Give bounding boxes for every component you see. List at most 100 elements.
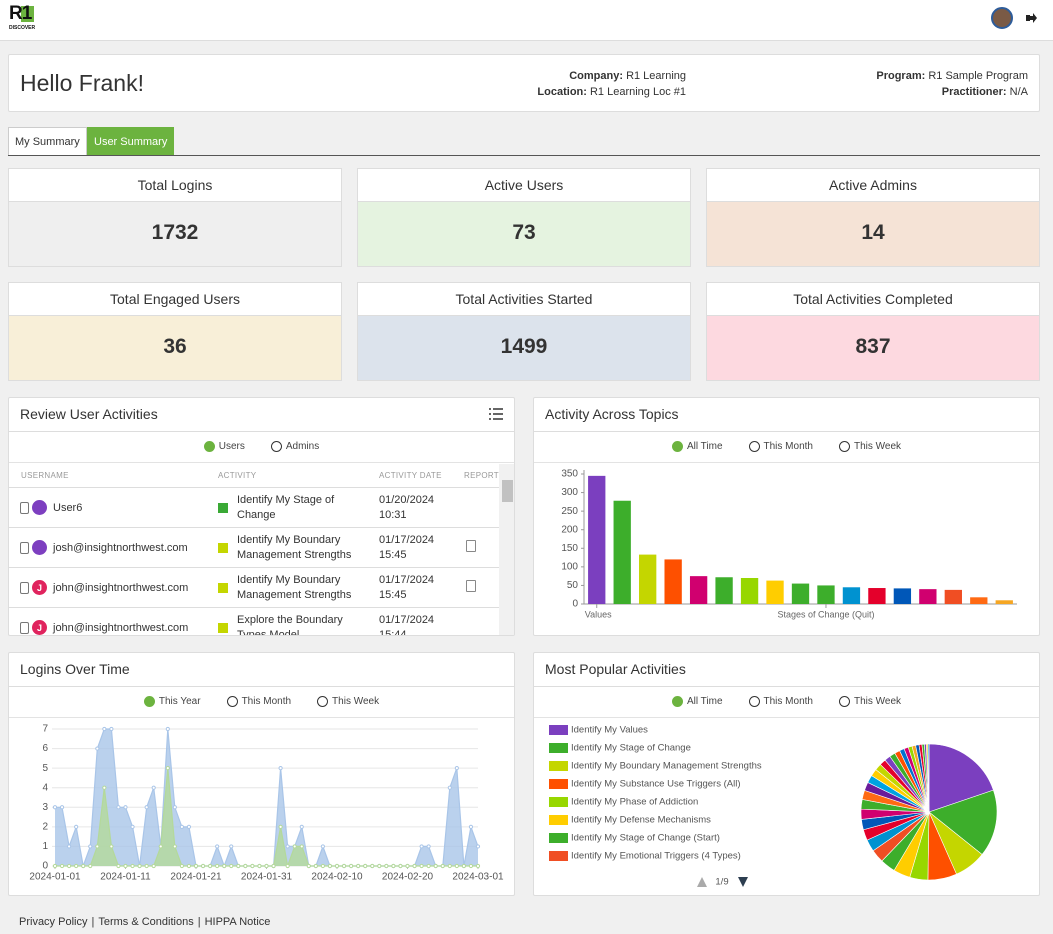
time: 15:45 <box>379 588 407 601</box>
radio-label: Admins <box>285 441 320 452</box>
user-avatar[interactable] <box>991 7 1013 29</box>
tab[interactable]: My Summary <box>8 127 87 155</box>
stat-card: Total Activities Started 1499 <box>357 282 691 381</box>
date: 01/17/2024 <box>379 533 435 546</box>
radio-label: This Month <box>763 696 813 707</box>
radio-option[interactable]: This Week <box>838 696 902 707</box>
activity-row: User6 Identify My Stage of Change 01/20/20… <box>9 487 510 528</box>
report-icon[interactable] <box>466 540 476 552</box>
date: 01/20/2024 <box>379 493 435 506</box>
footer-link[interactable]: Terms & Conditions <box>98 916 194 928</box>
activity-cell: Identify My Stage of Change <box>218 487 379 528</box>
username: john@insightnorthwest.com <box>53 621 189 634</box>
panel-title: Logins Over Time <box>9 653 514 687</box>
user-icon <box>20 621 29 634</box>
radio-label: This Month <box>763 441 813 452</box>
activity-name: Identify My Boundary Management Strength… <box>237 573 352 601</box>
radio-label: Users <box>218 441 245 452</box>
activity-color <box>218 582 228 593</box>
radio <box>838 696 850 707</box>
username: josh@insightnorthwest.com <box>53 541 188 554</box>
user-icon <box>20 581 29 594</box>
user: User6 <box>20 500 218 515</box>
radio-option[interactable]: This Month <box>748 696 813 707</box>
radio <box>226 696 238 707</box>
activity: Identify My Boundary Management Strength… <box>218 573 379 603</box>
logins-panel: Logins Over Time This Year This Month This… <box>8 652 515 896</box>
value: R1 Learning <box>626 70 686 82</box>
radio-option[interactable]: All Time <box>671 696 723 707</box>
radio-option[interactable]: This Month <box>226 696 292 707</box>
radio-label: This Week <box>853 696 902 707</box>
footer-link[interactable]: Privacy Policy <box>19 916 88 928</box>
stat-card: Total Activities Completed 837 <box>706 282 1040 381</box>
avatar <box>32 500 47 515</box>
stat-title: Total Engaged Users <box>9 283 341 316</box>
topics-panel: Activity Across Topics All Time This Mont… <box>533 397 1040 636</box>
separator: | <box>91 916 95 928</box>
radio-option[interactable]: All Time <box>671 441 723 452</box>
radio-option[interactable]: Users <box>203 441 245 452</box>
top-bar: R1 DISCOVER <box>0 0 1053 41</box>
radio <box>838 441 850 452</box>
separator: | <box>197 916 201 928</box>
popular-panel: Most Popular Activities All Time This Mon… <box>533 652 1040 896</box>
filters: Users Admins <box>9 431 514 463</box>
list-icon[interactable] <box>489 408 503 420</box>
header-row: USERNAME ACTIVITY ACTIVITY DATE REPORT <box>9 463 510 488</box>
report-icon[interactable] <box>466 580 476 592</box>
radio-option[interactable]: This Month <box>748 441 813 452</box>
logo-mark: R1 <box>9 3 32 24</box>
time: 10:31 <box>379 508 407 521</box>
stat-title: Active Admins <box>707 169 1039 202</box>
logout-icon[interactable] <box>1026 13 1037 23</box>
logo-text: DISCOVER <box>9 25 36 31</box>
label: Company: <box>569 70 623 82</box>
column-header: REPORT <box>464 470 499 480</box>
radio-option[interactable]: This Year <box>143 696 201 707</box>
filters: All Time This Month This Week <box>534 686 1039 718</box>
value: R1 Sample Program <box>928 70 1028 82</box>
stat-card: Active Admins 14 <box>706 168 1040 267</box>
activity-cell: Identify My Boundary Management Strength… <box>218 527 379 568</box>
filters: This Year This Month This Week <box>9 686 514 718</box>
scrollbar[interactable] <box>499 464 514 635</box>
value: R1 Learning Loc #1 <box>589 86 686 98</box>
date: 01/17/2024 <box>379 613 435 626</box>
activity-color <box>218 622 228 633</box>
user-icon <box>20 501 29 514</box>
column-header: ACTIVITY <box>218 470 257 480</box>
filters: All Time This Month This Week <box>534 431 1039 463</box>
radio-label: This Year <box>158 696 201 707</box>
radio <box>748 441 760 452</box>
panel-title: Most Popular Activities <box>534 653 1039 687</box>
activity-name: Explore the Boundary Types Model <box>237 613 343 636</box>
stat-card: Active Users 73 <box>357 168 691 267</box>
radio-option[interactable]: This Week <box>838 441 901 452</box>
radio <box>317 696 329 707</box>
radio-label: All Time <box>686 696 723 707</box>
radio-label: This Month <box>241 696 292 707</box>
avatar: J <box>32 620 47 635</box>
footer-link[interactable]: HIPPA Notice <box>204 916 271 928</box>
activity-color <box>218 542 228 553</box>
program-info: Program: R1 Sample Program Practitioner:… <box>876 68 1028 100</box>
value: N/A <box>1009 86 1028 98</box>
stat-value: 36 <box>163 335 187 358</box>
greeting: Hello Frank! <box>20 70 144 96</box>
radio <box>671 696 683 707</box>
label: Location: <box>537 86 587 98</box>
username-cell: User6 <box>9 487 218 528</box>
stat-value: 73 <box>512 221 536 244</box>
radio <box>270 441 282 452</box>
user: josh@insightnorthwest.com <box>20 540 218 555</box>
activity-name: Identify My Stage of Change <box>237 493 335 521</box>
stat-title: Total Activities Completed <box>707 283 1039 316</box>
tab[interactable]: User Summary <box>87 127 175 155</box>
date-cell: 01/17/2024 15:45 <box>379 527 464 568</box>
radio-option[interactable]: Admins <box>270 441 320 452</box>
radio-option[interactable]: This Week <box>317 696 379 707</box>
